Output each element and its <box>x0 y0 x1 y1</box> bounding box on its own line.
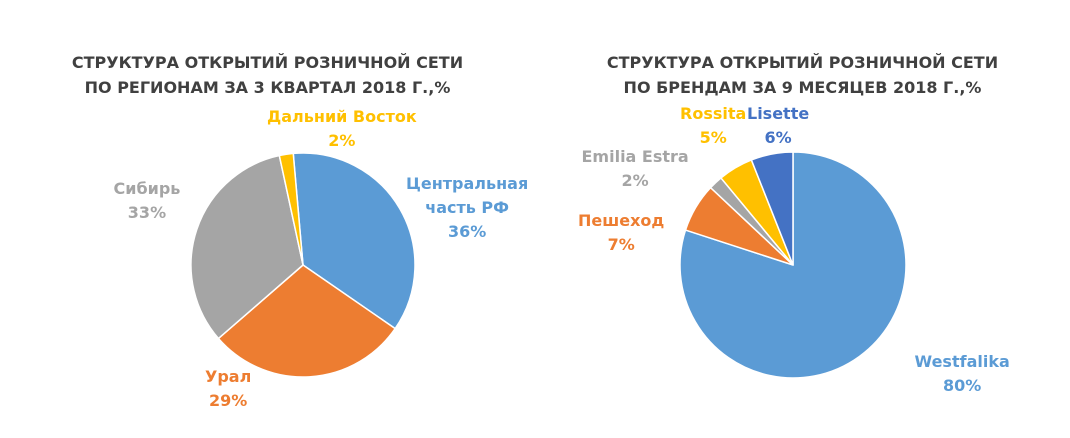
slice-category-label: Пешеход <box>578 211 665 230</box>
pie-slice <box>679 151 907 379</box>
slice-percent-label: 29% <box>209 391 248 410</box>
slice-percent-label: 7% <box>607 235 635 254</box>
slice-label: Rossita 5% <box>680 102 746 150</box>
slice-label: Сибирь 33% <box>114 177 181 225</box>
pie-slice <box>190 154 304 340</box>
slice-category-label: Урал <box>205 367 252 386</box>
chart-title: СТРУКТУРА ОТКРЫТИЙ РОЗНИЧНОЙ СЕТИ ПО БРЕ… <box>535 50 1070 100</box>
slice-label: Пешеход 7% <box>578 209 664 257</box>
chart-title: СТРУКТУРА ОТКРЫТИЙ РОЗНИЧНОЙ СЕТИ ПО РЕГ… <box>0 50 535 100</box>
chart-title-line-2: ПО БРЕНДАМ ЗА 9 МЕСЯЦЕВ 2018 Г.,% <box>623 78 982 97</box>
slice-percent-label: 6% <box>764 128 792 147</box>
pie-slice <box>292 152 416 330</box>
slice-percent-label: 5% <box>699 128 727 147</box>
slice-percent-label: 2% <box>621 171 649 190</box>
slice-percent-label: 2% <box>328 131 356 150</box>
chart-brands: СТРУКТУРА ОТКРЫТИЙ РОЗНИЧНОЙ СЕТИ ПО БРЕ… <box>535 0 1070 438</box>
slice-label: Lisette 6% <box>747 102 809 150</box>
slice-category-label: Дальний Восток <box>267 107 417 126</box>
slice-percent-label: 33% <box>127 203 167 222</box>
slice-label: Дальний Восток 2% <box>267 105 417 153</box>
pie-slice <box>750 151 794 266</box>
slice-percent-label: 80% <box>942 376 982 395</box>
pie-slice <box>217 264 397 378</box>
slice-category-label: Сибирь <box>113 179 181 198</box>
slice-label: Emilia Estra 2% <box>582 145 689 193</box>
slice-label: Урал 29% <box>205 365 251 413</box>
slice-percent-label: 36% <box>447 222 487 241</box>
chart-title-line-2: ПО РЕГИОНАМ ЗА 3 КВАРТАЛ 2018 Г.,% <box>84 78 451 97</box>
chart-regions: СТРУКТУРА ОТКРЫТИЙ РОЗНИЧНОЙ СЕТИ ПО РЕГ… <box>0 50 535 413</box>
slice-category-label: Lisette <box>747 104 810 123</box>
chart-title-line-1: СТРУКТУРА ОТКРЫТИЙ РОЗНИЧНОЙ СЕТИ <box>606 53 999 72</box>
slice-label: Центральная часть РФ 36% <box>406 172 528 244</box>
slice-category-label: Центральная <box>406 174 529 193</box>
pie-chart <box>190 152 416 378</box>
pie-chart <box>679 151 907 379</box>
slice-category-label: часть РФ <box>425 198 510 217</box>
pie-slice <box>278 152 304 266</box>
chart-title-line-1: СТРУКТУРА ОТКРЫТИЙ РОЗНИЧНОЙ СЕТИ <box>71 53 464 72</box>
slice-category-label: Westfalika <box>914 352 1010 371</box>
slice-category-label: Rossita <box>680 104 747 123</box>
slice-category-label: Emilia Estra <box>581 147 689 166</box>
slice-label: Westfalika 80% <box>915 350 1010 398</box>
